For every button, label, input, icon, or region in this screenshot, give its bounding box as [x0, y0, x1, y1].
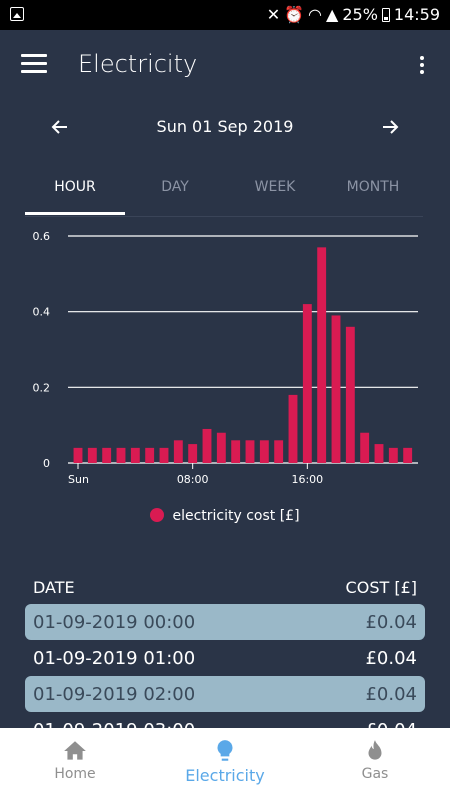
battery-percent: 25%	[342, 5, 378, 24]
row-date: 01-09-2019 00:00	[33, 612, 196, 633]
mute-icon: ✕	[266, 5, 281, 24]
page-title: Electricity	[78, 50, 198, 78]
nav-gas-label: Gas	[361, 766, 389, 782]
tab-week[interactable]: WEEK	[254, 179, 296, 195]
bar[interactable]	[245, 440, 255, 463]
previous-arrow-icon[interactable]	[48, 115, 72, 139]
flame-icon	[368, 740, 382, 760]
bar[interactable]	[317, 247, 327, 463]
y-tick-label: 0	[43, 457, 50, 470]
bar[interactable]	[331, 315, 341, 463]
tab-hour[interactable]: HOUR	[25, 172, 125, 215]
bar[interactable]	[188, 444, 198, 463]
nav-home[interactable]: Home	[0, 728, 150, 800]
cost-bar-chart: 0 0.2 0.4 0.6 Sun 08:00 16:00	[33, 230, 418, 486]
bar[interactable]	[288, 394, 298, 463]
signal-icon: ▲	[326, 5, 339, 24]
menu-icon[interactable]	[21, 54, 47, 74]
current-date: Sun 01 Sep 2019	[156, 117, 294, 136]
row-cost: £0.04	[365, 684, 417, 705]
date-column-header: DATE	[33, 578, 75, 597]
nav-electricity-label: Electricity	[185, 766, 265, 785]
bar[interactable]	[130, 447, 140, 463]
bar[interactable]	[216, 432, 226, 463]
cost-column-header: COST [£]	[345, 578, 417, 597]
legend-dot	[150, 508, 165, 522]
bar[interactable]	[259, 440, 269, 463]
nav-gas[interactable]: Gas	[300, 728, 450, 800]
bar[interactable]	[145, 447, 155, 463]
wifi-icon: ◠	[308, 5, 323, 24]
table-header: DATE COST [£]	[33, 578, 417, 597]
bar[interactable]	[403, 447, 413, 463]
system-icons: ✕ ⏰ ◠ ▲ 25% 14:59	[267, 5, 440, 24]
tab-day[interactable]: DAY	[161, 179, 189, 195]
next-arrow-icon[interactable]	[378, 115, 402, 139]
clock: 14:59	[393, 5, 440, 24]
status-bar: ✕ ⏰ ◠ ▲ 25% 14:59	[0, 0, 450, 30]
battery-icon	[381, 7, 390, 22]
x-tick-label: 16:00	[291, 473, 323, 486]
row-date: 01-09-2019 02:00	[33, 684, 196, 705]
bar[interactable]	[159, 447, 169, 463]
nav-home-label: Home	[54, 766, 96, 782]
bar[interactable]	[73, 447, 83, 463]
app-bar: Electricity	[0, 30, 450, 102]
image-notification-icon	[10, 7, 24, 21]
table-row[interactable]: 01-09-2019 02:00 £0.04	[25, 676, 425, 712]
tab-month[interactable]: MONTH	[346, 179, 400, 195]
x-tick-label: Sun	[68, 473, 89, 486]
bar[interactable]	[173, 440, 183, 463]
nav-electricity[interactable]: Electricity	[150, 728, 300, 800]
row-cost: £0.04	[365, 648, 417, 669]
x-tick-label: 08:00	[177, 473, 209, 486]
bar[interactable]	[231, 440, 241, 463]
cost-table: 01-09-2019 00:00 £0.04 01-09-2019 01:00 £0…	[25, 604, 425, 748]
y-tick-label: 0.4	[33, 306, 51, 319]
home-icon	[64, 741, 86, 760]
period-tabs: HOUR DAY WEEK MONTH	[25, 172, 423, 217]
date-navigator: Sun 01 Sep 2019	[0, 105, 450, 149]
alarm-icon: ⏰	[284, 5, 305, 24]
bottom-navigation: Home Electricity Gas	[0, 728, 450, 800]
chart-legend: electricity cost [£]	[0, 508, 450, 524]
row-date: 01-09-2019 01:00	[33, 648, 196, 669]
legend-label: electricity cost [£]	[172, 508, 300, 524]
bar[interactable]	[302, 304, 312, 463]
y-tick-label: 0.6	[33, 230, 51, 243]
bar[interactable]	[388, 447, 398, 463]
bulb-icon	[217, 740, 233, 761]
bar[interactable]	[274, 440, 284, 463]
more-options-icon[interactable]	[420, 56, 426, 76]
bar[interactable]	[116, 447, 126, 463]
bar[interactable]	[345, 326, 355, 463]
bar[interactable]	[360, 432, 370, 463]
bar[interactable]	[202, 428, 212, 463]
bar[interactable]	[102, 447, 112, 463]
table-row[interactable]: 01-09-2019 01:00 £0.04	[25, 640, 425, 676]
y-tick-label: 0.2	[33, 381, 51, 394]
table-row[interactable]: 01-09-2019 00:00 £0.04	[25, 604, 425, 640]
bar[interactable]	[374, 444, 384, 463]
row-cost: £0.04	[365, 612, 417, 633]
bar[interactable]	[87, 447, 97, 463]
